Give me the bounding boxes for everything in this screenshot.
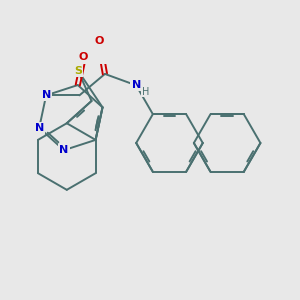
Text: N: N (41, 90, 51, 100)
Text: N: N (59, 145, 69, 155)
Text: N: N (132, 80, 141, 90)
Text: O: O (94, 36, 104, 46)
Text: H: H (142, 87, 149, 97)
Text: S: S (74, 66, 82, 76)
Text: O: O (79, 52, 88, 62)
Text: N: N (34, 123, 44, 133)
